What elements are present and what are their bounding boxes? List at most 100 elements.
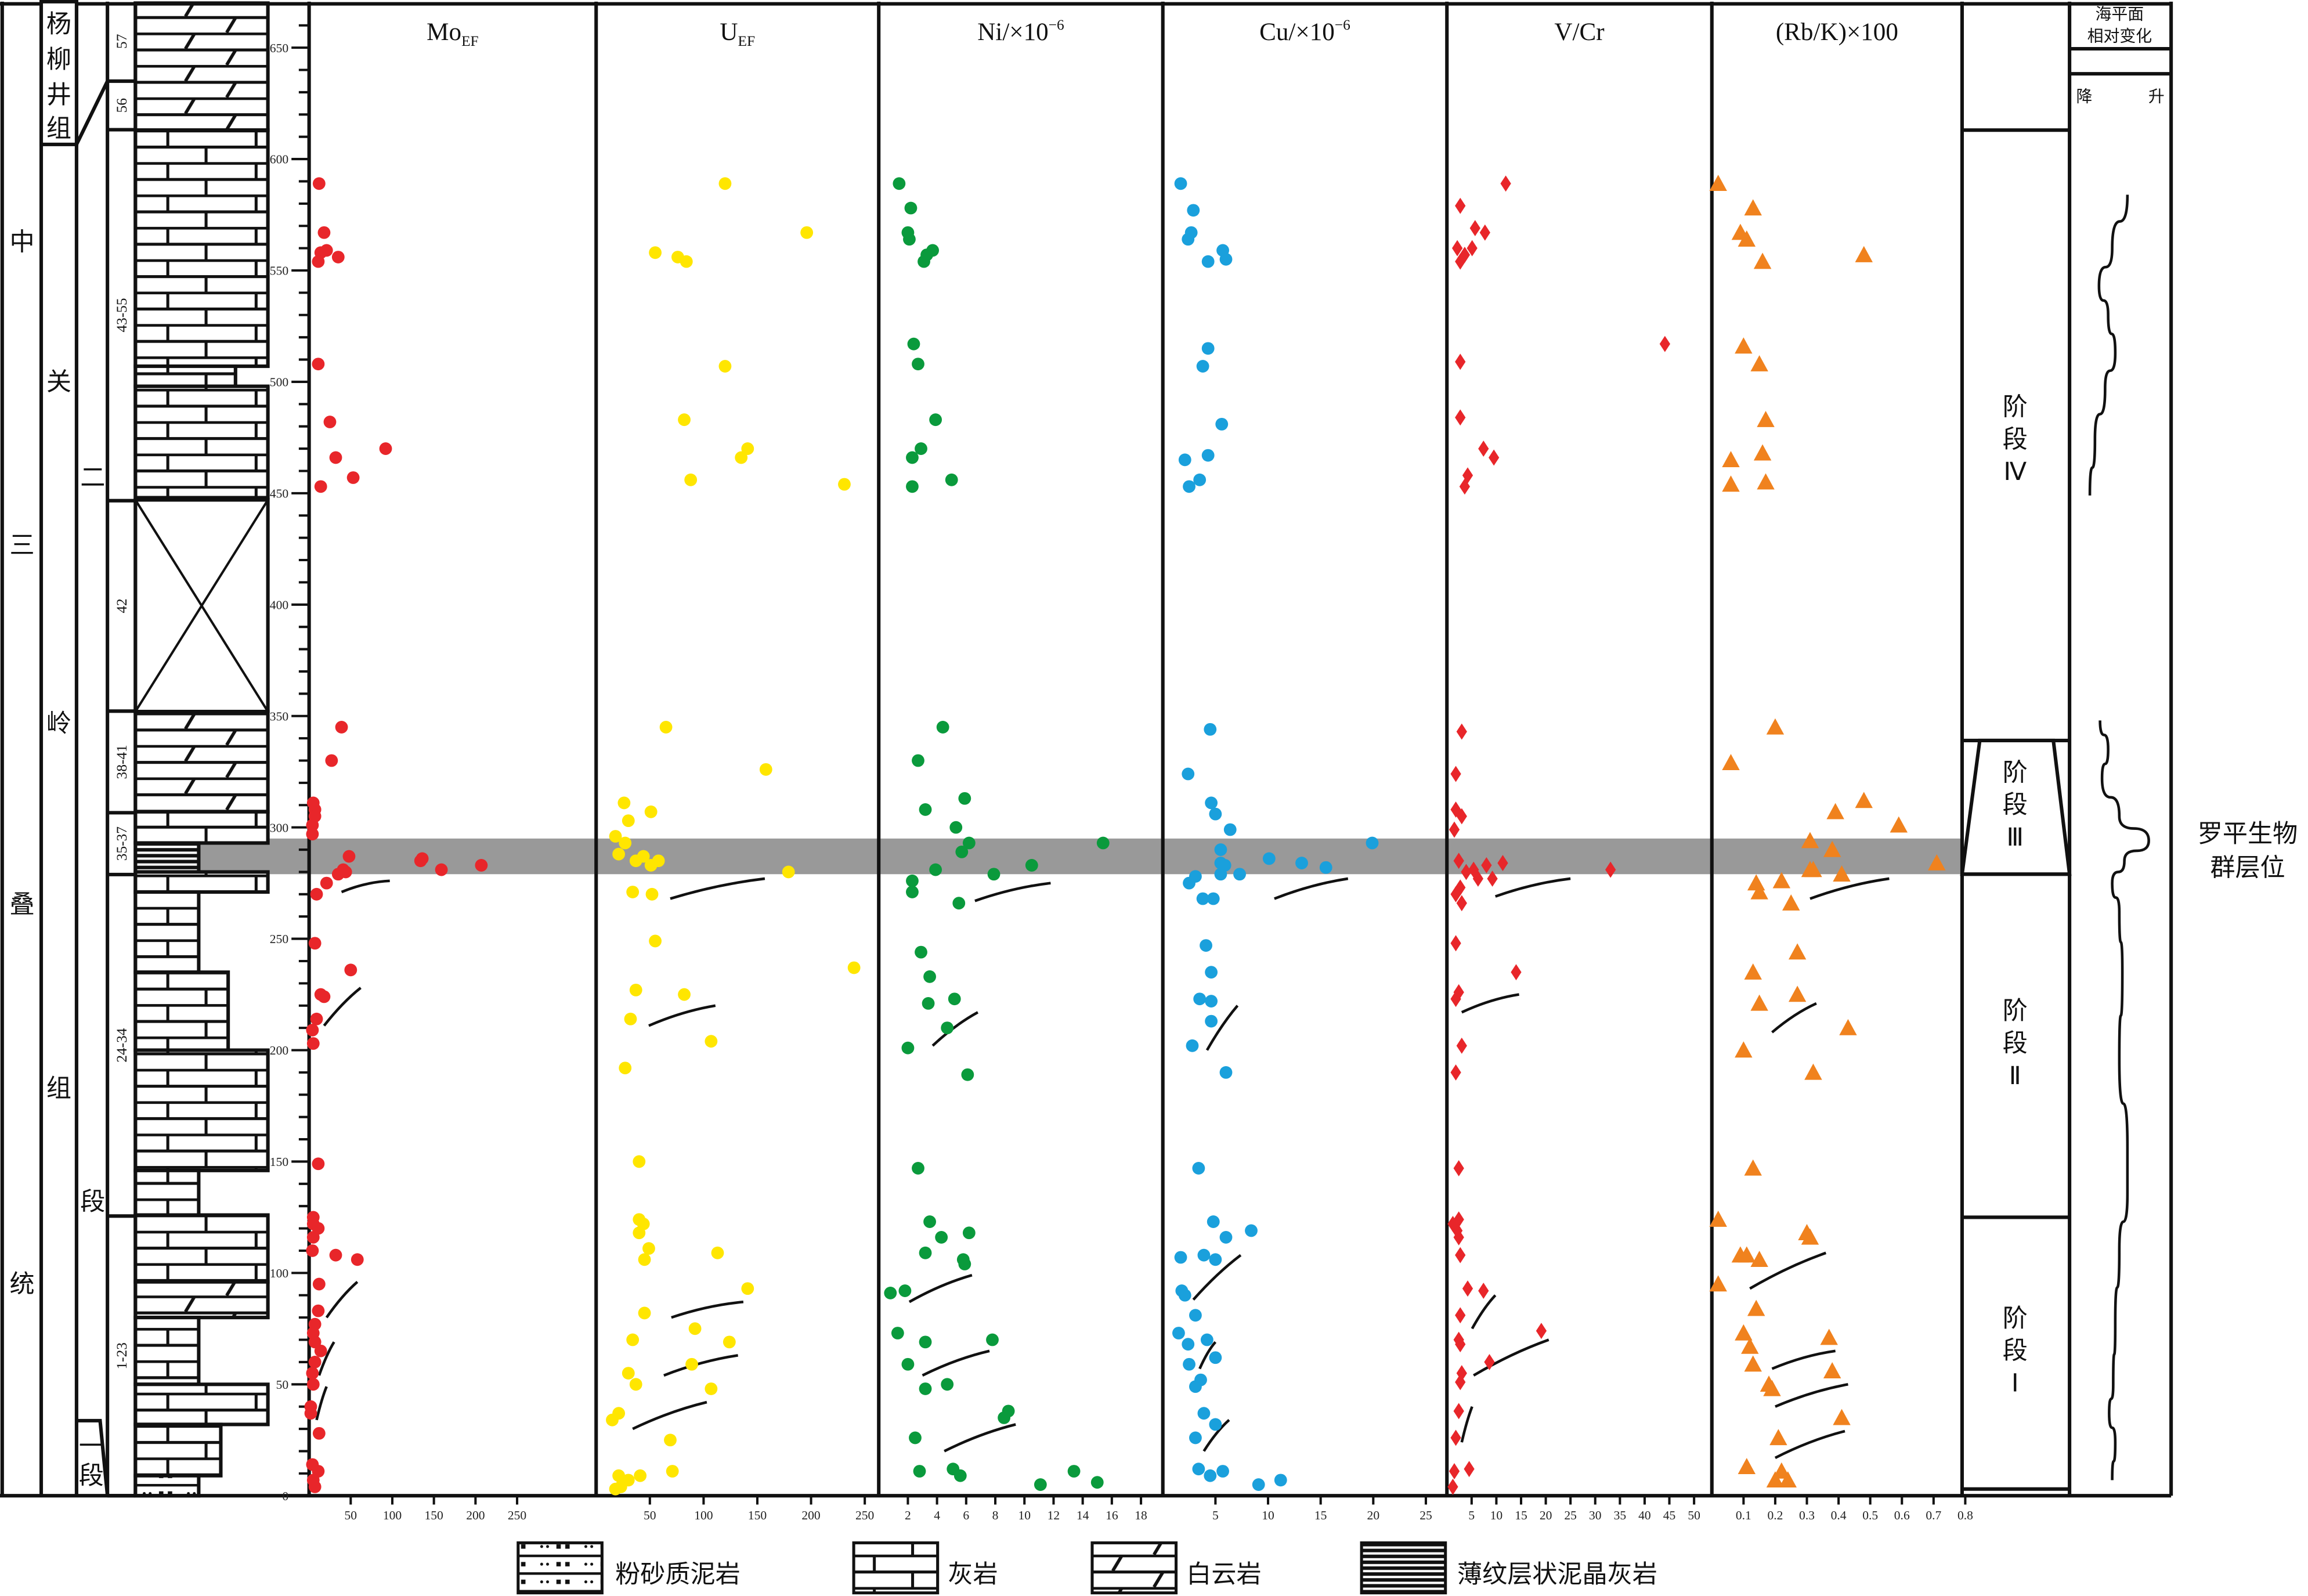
data-point	[918, 255, 930, 268]
legend-swatch-dolomite	[1090, 1541, 1178, 1595]
y-tick-label: 600	[270, 153, 288, 167]
x-tick-label: 16	[1106, 1508, 1118, 1522]
data-point	[1833, 1409, 1851, 1425]
member-char-lower: 段	[79, 1461, 104, 1490]
data-point	[308, 937, 322, 950]
data-point	[705, 1382, 718, 1395]
stratigraphy-columns: 中三叠统杨柳井组关岭组二段一段575643-554238-4135-3724-3…	[9, 0, 136, 1498]
stage-label-char: Ⅰ	[2011, 1369, 2019, 1398]
data-point	[622, 814, 635, 828]
data-point	[1090, 1476, 1104, 1489]
data-point	[619, 836, 632, 850]
x-tick-label: 14	[1077, 1508, 1089, 1522]
data-point	[629, 854, 642, 868]
formation-char-lower: 关	[46, 367, 71, 396]
x-tick-label: 35	[1614, 1508, 1627, 1522]
data-point	[1890, 816, 1908, 833]
trend-line	[1771, 1349, 1836, 1370]
trend-line	[632, 1400, 707, 1431]
x-tick-label: 0.1	[1736, 1508, 1751, 1522]
member-char-lower: 一	[79, 1432, 104, 1461]
data-point	[1189, 1380, 1202, 1393]
data-point	[329, 451, 342, 464]
data-point	[1450, 886, 1461, 902]
data-point	[688, 1322, 702, 1335]
data-point	[1187, 204, 1200, 217]
data-point	[612, 847, 626, 861]
data-point	[915, 442, 927, 455]
y-tick-label: 500	[270, 375, 288, 389]
data-point	[929, 863, 942, 876]
data-point	[1214, 843, 1227, 856]
data-point	[1823, 1362, 1841, 1378]
data-point	[1855, 245, 1873, 262]
data-point	[1750, 883, 1768, 900]
data-point	[629, 1378, 642, 1391]
panel-title-main: (Rb/K)×100	[1776, 19, 1898, 46]
data-point	[1189, 1431, 1202, 1445]
data-point	[312, 177, 326, 190]
data-point	[1750, 355, 1768, 371]
data-point	[1826, 803, 1844, 819]
trend-line	[1809, 877, 1890, 900]
trend-line	[1774, 1429, 1845, 1460]
data-point	[941, 1021, 954, 1035]
data-point	[1801, 1228, 1819, 1245]
legend: 粉砂质泥岩 灰岩 白云岩 薄纹层状泥晶灰岩	[516, 1541, 1657, 1595]
data-point	[1467, 240, 1478, 257]
data-point	[619, 1061, 632, 1075]
x-tick-label: 0.4	[1831, 1508, 1847, 1522]
data-point	[1182, 233, 1195, 246]
panel-title-main: U	[720, 19, 738, 46]
bed-number: 35-37	[114, 826, 130, 861]
formation-char-lower: 岭	[46, 709, 71, 738]
data-point	[962, 836, 976, 850]
data-point	[1735, 1041, 1753, 1058]
data-point	[906, 451, 919, 464]
data-point	[1487, 870, 1498, 887]
trend-line	[1198, 1341, 1217, 1370]
x-tick-label: 5	[1212, 1508, 1219, 1522]
data-point	[1201, 255, 1215, 268]
data-point	[306, 1244, 319, 1257]
lithology-column	[133, 1, 270, 1498]
data-point	[1219, 1066, 1233, 1079]
data-point	[1450, 1064, 1461, 1081]
y-tick-label: 400	[270, 598, 288, 612]
panel-vcr: V/Cr 5 10 15 20 25 30 35 40 45 50	[1447, 19, 1700, 1522]
trend-line	[323, 987, 362, 1027]
trend-line	[341, 879, 390, 894]
sea-level-curve	[2098, 720, 2150, 1481]
data-point	[1450, 1429, 1461, 1446]
data-point	[609, 830, 622, 843]
data-point	[678, 988, 691, 1001]
stage-label-char: 段	[2003, 1029, 2028, 1058]
data-point	[711, 1246, 724, 1259]
panel-title: (Rb/K)×100	[1776, 19, 1898, 46]
lithology-layer-limestone	[133, 1382, 270, 1427]
data-point	[1233, 868, 1246, 881]
stage-label-char: 阶	[2003, 1304, 2028, 1333]
data-point	[898, 1284, 912, 1297]
data-point	[922, 996, 935, 1010]
data-point	[1801, 832, 1819, 848]
x-tick-label: 0.6	[1894, 1508, 1910, 1522]
panel-title-sup: −6	[1335, 17, 1350, 33]
data-point	[306, 1037, 320, 1050]
data-point	[659, 721, 673, 734]
lithology-layer-limestone	[133, 1168, 201, 1217]
data-point	[306, 818, 319, 832]
y-tick-label: 550	[270, 264, 288, 278]
data-point	[1804, 1063, 1822, 1080]
data-point	[929, 413, 942, 427]
data-point	[1757, 473, 1775, 490]
stage-label-char: 段	[2003, 790, 2028, 819]
data-point	[314, 1344, 327, 1357]
data-point	[1174, 177, 1187, 190]
data-point	[1744, 199, 1762, 216]
data-point	[629, 983, 642, 996]
formation-char-upper: 井	[46, 81, 71, 110]
formation-box-yangliujing	[39, 0, 78, 146]
data-point	[1214, 868, 1227, 881]
